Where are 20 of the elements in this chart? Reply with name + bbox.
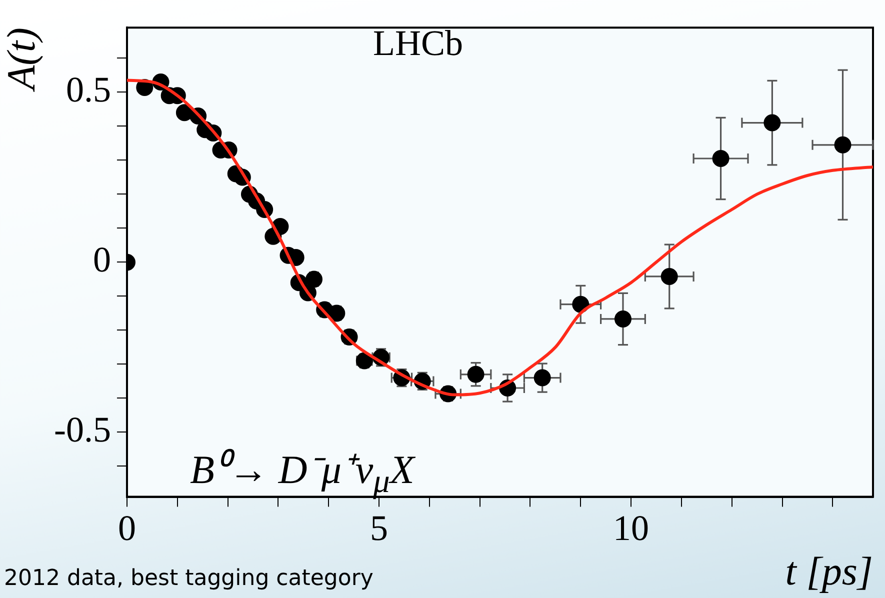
annotation: B⁰→ D⁻μ⁺ν$_{μ}$X — [190, 446, 414, 501]
point — [614, 310, 632, 328]
y-tick-label: 0 — [92, 240, 111, 280]
x-tick-label: 0 — [118, 508, 136, 548]
point — [534, 369, 551, 386]
y-tick-label: 0.5 — [66, 70, 111, 110]
point — [834, 136, 852, 154]
point — [764, 114, 781, 132]
text: 2012 data, best tagging category — [4, 566, 374, 591]
point — [712, 150, 730, 167]
point — [356, 352, 373, 370]
point — [305, 270, 322, 288]
point — [467, 366, 484, 383]
y-tick-label: -0.5 — [54, 410, 111, 450]
annotation: LHCb — [373, 22, 463, 64]
y-axis-title: A(t) — [0, 28, 44, 93]
x-tick-label: 10 — [613, 508, 650, 548]
x-tick-label: 5 — [370, 508, 388, 548]
x-axis-title: t [ps] — [785, 548, 873, 594]
point — [660, 268, 678, 285]
